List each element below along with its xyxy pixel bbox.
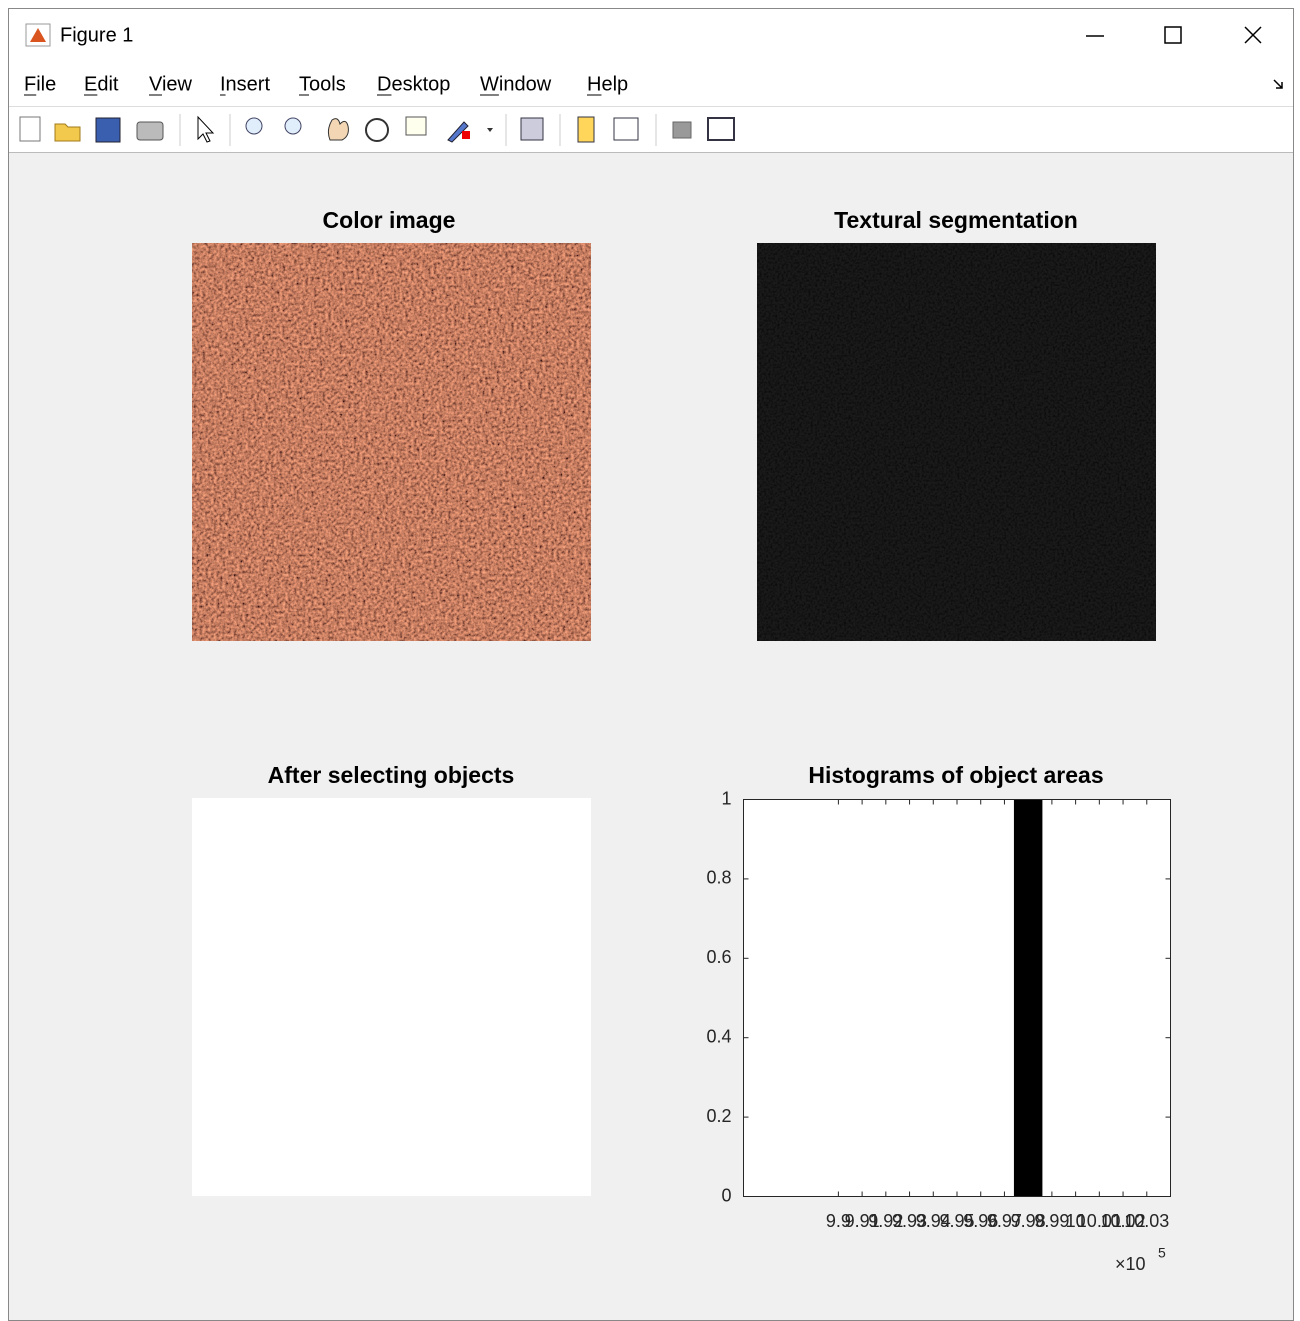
app-icon (26, 24, 50, 46)
histogram-bar (1014, 800, 1042, 1197)
y-tick-label: 1 (721, 788, 731, 808)
menu-bar: File Edit View Insert Tools Desktop Window Help (24, 73, 628, 95)
panel-title: Textural segmentation (834, 207, 1078, 233)
x-multiplier: ×10 (1115, 1254, 1146, 1274)
open-icon[interactable] (55, 124, 80, 141)
menu-item[interactable]: Edit (84, 73, 119, 95)
menu-item[interactable]: View (149, 73, 193, 95)
menu-item[interactable]: File (24, 73, 56, 95)
pan-icon[interactable] (328, 119, 348, 140)
zoom-out-icon[interactable] (285, 118, 301, 134)
y-tick-label: 0.6 (706, 947, 731, 967)
menu-item[interactable]: Insert (220, 73, 270, 95)
colorbar-icon[interactable] (578, 117, 594, 142)
x-tick-label: 9.99 (1034, 1211, 1069, 1231)
menu-item[interactable]: Window (480, 73, 552, 95)
data-cursor-icon[interactable] (406, 117, 426, 135)
menu-item[interactable]: Help (587, 73, 628, 95)
window-title: Figure 1 (60, 24, 133, 46)
x-multiplier-exponent: 5 (1158, 1245, 1166, 1261)
zoom-in-icon[interactable] (246, 118, 262, 134)
rotate-icon[interactable] (366, 119, 388, 141)
y-tick-label: 0.8 (706, 868, 731, 888)
link-icon[interactable] (521, 118, 543, 140)
new-icon[interactable] (20, 117, 40, 141)
dock-icon[interactable] (708, 118, 734, 140)
panel-title: Color image (323, 207, 456, 233)
panel-title: After selecting objects (268, 762, 515, 788)
matlab-window: Figure 1 File Edit View Insert Tools Desktop W… (0, 0, 1300, 1321)
legend-icon[interactable] (614, 118, 638, 140)
hide-tools-icon[interactable] (673, 122, 691, 138)
plot-area (744, 800, 1171, 1197)
color-image-texture (192, 243, 591, 641)
selected-objects-image (192, 798, 591, 1196)
y-tick-label: 0.4 (706, 1026, 731, 1046)
page: Figure 1 File Edit View Insert Tools Desktop W… (0, 0, 1300, 1321)
y-tick-label: 0 (721, 1185, 731, 1205)
y-tick-label: 0.2 (706, 1106, 731, 1126)
save-icon[interactable] (96, 118, 120, 142)
menu-item[interactable]: Desktop (377, 73, 450, 95)
segmentation-texture (757, 243, 1156, 641)
chart-title: Histograms of object areas (808, 762, 1103, 788)
x-tick-label: 10.03 (1124, 1211, 1169, 1231)
menu-item[interactable]: Tools (299, 73, 346, 95)
print-icon[interactable] (137, 122, 163, 140)
